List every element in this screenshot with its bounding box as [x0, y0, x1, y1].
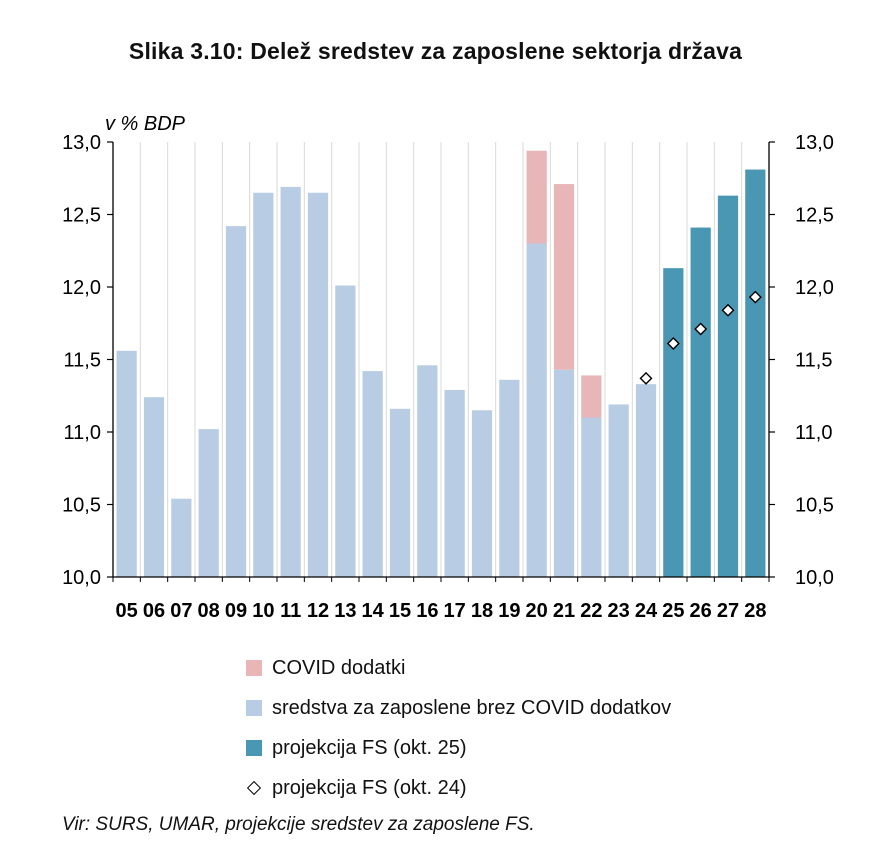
legend-item-covid: COVID dodatki	[246, 648, 671, 688]
diamond-marker-25	[666, 337, 680, 351]
x-tick-label-11: 11	[280, 600, 301, 622]
x-tick-label-17: 17	[444, 600, 466, 622]
chart-title: Slika 3.10: Delež sredstev za zaposlene …	[128, 38, 743, 64]
bar-covid-21	[553, 184, 575, 370]
markers	[639, 290, 762, 385]
x-tick-label-20: 20	[526, 600, 548, 622]
bar-base-16	[417, 365, 438, 577]
diamond-marker-24	[639, 371, 653, 385]
legend-item-base: sredstva za zaposlene brez COVID dodatko…	[246, 688, 671, 728]
source-note: Vir: SURS, UMAR, projekcije sredstev za …	[62, 814, 535, 835]
bar-base-17	[444, 389, 465, 577]
bar-base-10	[253, 192, 274, 577]
legend-swatch-covid	[246, 660, 262, 676]
y-tick-label-right: 11,0	[795, 422, 832, 444]
y-tick-label-left: 13,0	[62, 132, 101, 154]
bar-covid-22	[581, 375, 602, 418]
y-tick-label-left: 11,5	[64, 350, 101, 372]
legend: COVID dodatki sredstva za zaposlene brez…	[246, 648, 671, 808]
bar-base-05	[116, 350, 137, 577]
x-tick-label-25: 25	[662, 600, 684, 622]
x-tick-label-27: 27	[717, 600, 739, 622]
x-tick-label-22: 22	[580, 600, 602, 622]
bar-base-22	[581, 417, 602, 577]
diamond-marker-26	[694, 322, 708, 336]
bar-base-07	[171, 498, 192, 577]
x-tick-label-06: 06	[143, 600, 165, 622]
y-tick-label-right: 12,0	[795, 277, 834, 299]
y-tick-label-left: 12,0	[62, 277, 101, 299]
bar-base-12	[307, 192, 329, 577]
bar-base-11	[280, 186, 301, 577]
y-axis-label: v % BDP	[105, 113, 186, 135]
grid-lines	[139, 142, 743, 577]
y-tick-label-right: 10,5	[795, 495, 834, 517]
bar-base-24	[635, 384, 657, 577]
x-tick-label-18: 18	[471, 600, 493, 622]
x-tick-label-24: 24	[635, 600, 658, 622]
diamond-marker-27	[721, 303, 735, 317]
y-tick-label-left: 11,0	[64, 422, 101, 444]
x-tick-label-05: 05	[116, 600, 138, 622]
y-tick-label-left: 10,0	[62, 567, 101, 589]
x-tick-label-15: 15	[389, 600, 411, 622]
bar-projection-26	[690, 227, 711, 578]
x-tick-label-19: 19	[498, 600, 520, 622]
x-tick-label-26: 26	[690, 600, 712, 622]
bar-base-18	[471, 410, 493, 577]
y-tick-label-right: 10,0	[795, 567, 834, 589]
bar-base-13	[335, 285, 356, 577]
bar-chart: 10,0 10,0 10,5 10,5 11,0 11,0 11,5 11,5 12,0 12,0…	[62, 113, 834, 622]
bar-projection-25	[663, 268, 684, 577]
bar-base-15	[389, 408, 411, 577]
x-tick-label-28: 28	[744, 600, 766, 622]
bar-projection-27	[717, 195, 739, 577]
bar-base-14	[362, 371, 383, 577]
bar-base-20	[526, 243, 547, 577]
x-tick-label-21: 21	[553, 600, 575, 622]
bar-base-19	[499, 379, 520, 577]
bar-projection-28	[745, 169, 766, 578]
x-tick-label-07: 07	[170, 600, 192, 622]
legend-label-covid: COVID dodatki	[272, 656, 406, 679]
y-tick-label-left: 12,5	[62, 205, 101, 227]
bar-base-08	[198, 429, 219, 577]
y-tick-label-left: 10,5	[62, 495, 101, 517]
legend-diamond-icon	[246, 780, 262, 796]
x-tick-label-23: 23	[608, 600, 630, 622]
legend-label-proj25: projekcija FS (okt. 25)	[272, 736, 467, 759]
y-tick-label-right: 12,5	[795, 205, 834, 227]
bar-base-09	[225, 226, 247, 577]
x-tick-label-16: 16	[416, 600, 438, 622]
legend-label-base: sredstva za zaposlene brez COVID dodatko…	[272, 696, 672, 719]
x-tick-label-12: 12	[307, 600, 329, 622]
y-tick-label-right: 13,0	[795, 132, 834, 154]
legend-item-proj24: projekcija FS (okt. 24)	[246, 768, 671, 808]
legend-label-proj24: projekcija FS (okt. 24)	[272, 776, 467, 799]
x-tick-label-10: 10	[252, 600, 274, 622]
bar-base-06	[143, 397, 165, 577]
x-tick-label-14: 14	[362, 600, 385, 622]
legend-swatch-base	[246, 700, 262, 716]
legend-item-proj25: projekcija FS (okt. 25)	[246, 728, 671, 768]
x-tick-label-08: 08	[198, 600, 220, 622]
bar-covid-20	[526, 150, 547, 244]
x-tick-label-09: 09	[225, 600, 247, 622]
legend-swatch-proj25	[246, 740, 262, 756]
bar-base-21	[553, 369, 575, 577]
x-tick-label-13: 13	[334, 600, 356, 622]
y-tick-label-right: 11,5	[795, 350, 832, 372]
bar-base-23	[608, 404, 629, 577]
diamond-marker-28	[748, 290, 762, 304]
axes: 10,0 10,0 10,5 10,5 11,0 11,0 11,5 11,5 12,0 12,0…	[62, 132, 834, 622]
bars	[116, 150, 766, 578]
